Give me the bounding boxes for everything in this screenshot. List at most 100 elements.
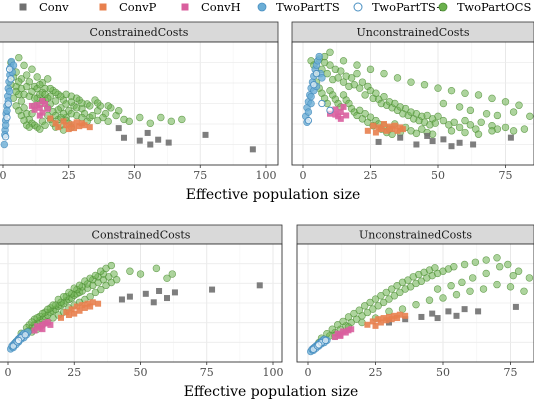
point-twopartocs — [406, 283, 415, 291]
point-twopartocs — [41, 121, 49, 129]
point-twopartocs — [412, 129, 421, 138]
point-twopartts-plus — [326, 106, 334, 114]
point-convh — [337, 109, 344, 116]
point-convp — [378, 126, 385, 133]
legend-label-twopartsplus: TwoPartTS+ — [372, 0, 445, 14]
point-twopartocs — [501, 98, 510, 106]
point-twopartocs — [358, 78, 367, 86]
point-conv — [397, 134, 404, 141]
point-twopartocs — [526, 112, 534, 121]
point-convp — [65, 126, 72, 133]
point-twopartocs — [44, 75, 52, 83]
point-twopartocs — [388, 285, 396, 293]
point-twopartocs — [15, 78, 23, 86]
legend-item-twopartocs: TwoPartOCS — [438, 0, 531, 14]
point-twopartocs — [15, 53, 23, 62]
point-twopartocs — [391, 99, 399, 108]
point-twopartocs — [49, 301, 57, 309]
point-twopartocs — [136, 113, 144, 122]
point-twopartocs — [72, 94, 81, 102]
point-twopartocs — [466, 121, 475, 129]
point-twopartocs — [380, 92, 388, 101]
point-convp — [381, 120, 387, 127]
point-twopartocs — [366, 113, 375, 121]
point-convh — [332, 106, 339, 113]
strip-label-constrained-row2: ConstrainedCosts — [92, 229, 191, 242]
point-convp — [389, 126, 396, 133]
point-twopartocs — [428, 130, 437, 138]
point-convh — [39, 98, 46, 105]
point-twopartocs — [479, 285, 488, 293]
point-twopartocs — [350, 309, 358, 318]
point-twopartocs — [157, 113, 165, 122]
point-twopartts — [315, 52, 323, 61]
point-twopartts — [0, 140, 9, 149]
point-twopartocs — [450, 118, 458, 126]
point-conv — [445, 308, 452, 315]
point-twopartts — [3, 107, 11, 115]
point-twopartocs — [380, 69, 388, 78]
point-twopartts-plus — [4, 100, 12, 108]
point-twopartocs — [339, 317, 347, 326]
point-twopartocs — [393, 282, 401, 290]
point-conv — [256, 282, 263, 289]
point-twopartocs — [33, 73, 41, 81]
point-twopartocs — [366, 65, 375, 74]
point-twopartocs — [471, 258, 480, 266]
point-twopartts-plus — [304, 116, 313, 125]
legend-label-convp: ConvP — [119, 0, 157, 14]
point-convp — [87, 303, 94, 310]
point-convp — [95, 300, 102, 307]
point-convp — [47, 115, 54, 122]
point-twopartocs — [361, 302, 369, 310]
point-twopartocs — [22, 82, 31, 91]
point-twopartocs — [152, 264, 161, 273]
point-twopartocs — [496, 263, 504, 271]
facet-panels: ConstrainedCosts 0 25 50 75 100 UnconstrainedC… — [0, 21, 534, 379]
x-tick-label-constrained-row2-4: 100 — [263, 366, 284, 379]
point-twopartocs — [353, 61, 361, 69]
point-twopartocs — [168, 270, 177, 278]
point-twopartts — [1, 121, 10, 129]
point-conv — [475, 308, 482, 315]
point-twopartocs — [361, 110, 369, 118]
point-twopartocs — [369, 305, 377, 313]
legend: Conv ConvP ConvH TwoPartTS TwoPartTS+ Tw… — [19, 0, 531, 14]
point-conv — [413, 141, 420, 148]
point-twopartocs — [99, 113, 107, 122]
legend-item-twoparts: TwoPartTS — [257, 0, 340, 14]
point-conv — [429, 138, 436, 145]
point-conv — [165, 139, 172, 146]
point-twopartocs — [477, 118, 485, 126]
point-convp — [394, 127, 401, 134]
point-twopartocs — [439, 116, 448, 125]
data-points-unconstrained-row1 — [302, 48, 534, 150]
point-conv — [375, 138, 382, 145]
point-twopartocs — [59, 292, 68, 301]
point-twopartocs — [474, 130, 483, 138]
point-twopartocs — [334, 74, 342, 82]
point-conv — [424, 132, 431, 139]
point-twopartocs — [51, 88, 60, 97]
point-twopartocs — [461, 116, 469, 125]
point-twopartocs — [93, 99, 102, 107]
point-conv — [440, 136, 447, 143]
point-twopartocs — [525, 274, 534, 282]
data-points-unconstrained-row2 — [307, 254, 534, 356]
legend-label-twopartocs: TwoPartOCS — [457, 0, 531, 14]
point-convh — [36, 112, 43, 119]
point-twopartocs — [514, 267, 523, 275]
point-twopartocs — [36, 125, 44, 133]
point-twopartocs — [488, 127, 496, 135]
legend-item-convp: ConvP — [99, 0, 157, 14]
point-twopartts-plus — [321, 336, 330, 345]
point-convp — [372, 322, 379, 329]
point-twopartocs — [418, 125, 426, 133]
point-convp — [89, 299, 96, 306]
point-twopartts — [5, 87, 14, 96]
strip-label-constrained-row1: ConstrainedCosts — [90, 26, 189, 39]
legend-item-conv: Conv — [19, 0, 69, 14]
point-twopartocs — [452, 290, 461, 299]
point-conv — [453, 312, 460, 319]
